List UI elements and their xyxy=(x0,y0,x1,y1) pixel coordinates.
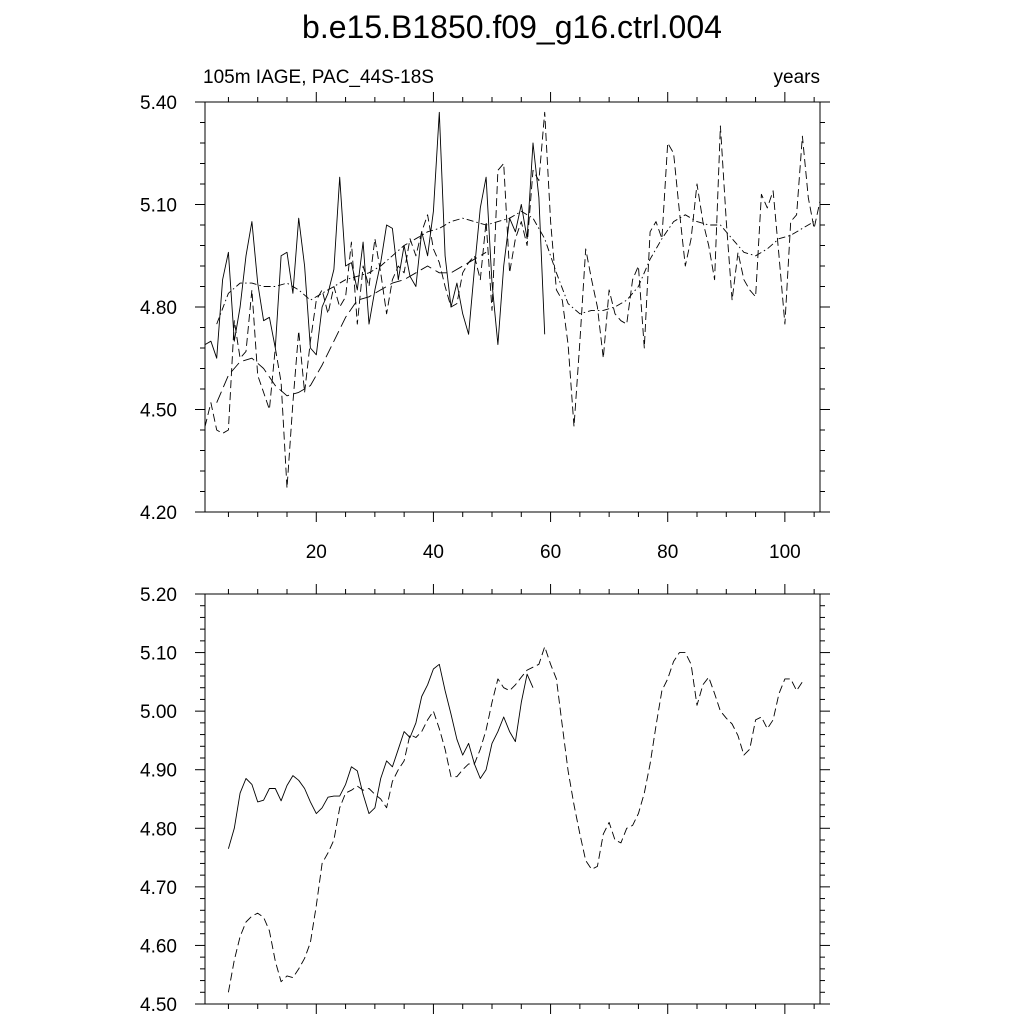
plot-frame xyxy=(204,101,821,513)
subtitle-right: years xyxy=(774,67,820,88)
x-tick-label: 100 xyxy=(769,542,801,563)
series-line-1 xyxy=(204,111,546,359)
y-tick-label: 4.80 xyxy=(140,298,177,319)
y-tick-label: 4.70 xyxy=(140,878,177,899)
y-tick-label: 4.90 xyxy=(140,761,177,782)
x-tick-label: 40 xyxy=(423,542,444,563)
y-tick-label: 5.00 xyxy=(140,702,177,723)
y-tick-label: 5.10 xyxy=(140,644,177,665)
y-tick-label: 5.40 xyxy=(140,93,177,114)
y-tick-label: 4.20 xyxy=(140,503,177,524)
series-line-2 xyxy=(227,646,803,993)
x-tick-label: 80 xyxy=(657,542,678,563)
bottom-panel: 4.50 4.60 4.70 4.80 4.90 5.00 5.10 5.20 xyxy=(140,584,830,1016)
y-tick-label: 5.10 xyxy=(140,196,177,217)
y-tick-label: 4.50 xyxy=(140,401,177,422)
y-tick-label: 4.80 xyxy=(140,819,177,840)
x-tick-label: 20 xyxy=(306,542,327,563)
chart-title: b.e15.B1850.f09_g16.ctrl.004 xyxy=(302,9,722,45)
series-line-4 xyxy=(216,251,487,403)
subtitle-left: 105m IAGE, PAC_44S-18S xyxy=(203,67,434,88)
series-line-3 xyxy=(216,210,815,325)
y-tick-label: 4.50 xyxy=(140,995,177,1016)
x-tick-label: 60 xyxy=(540,542,561,563)
plot-frame xyxy=(204,593,821,1005)
top-panel: 4.20 4.50 4.80 5.10 5.40 20 40 60 80 100 xyxy=(140,92,830,563)
y-tick-label: 4.60 xyxy=(140,936,177,957)
y-tick-label: 5.20 xyxy=(140,585,177,606)
series-line-2 xyxy=(204,111,821,489)
series-line-1 xyxy=(227,663,534,849)
